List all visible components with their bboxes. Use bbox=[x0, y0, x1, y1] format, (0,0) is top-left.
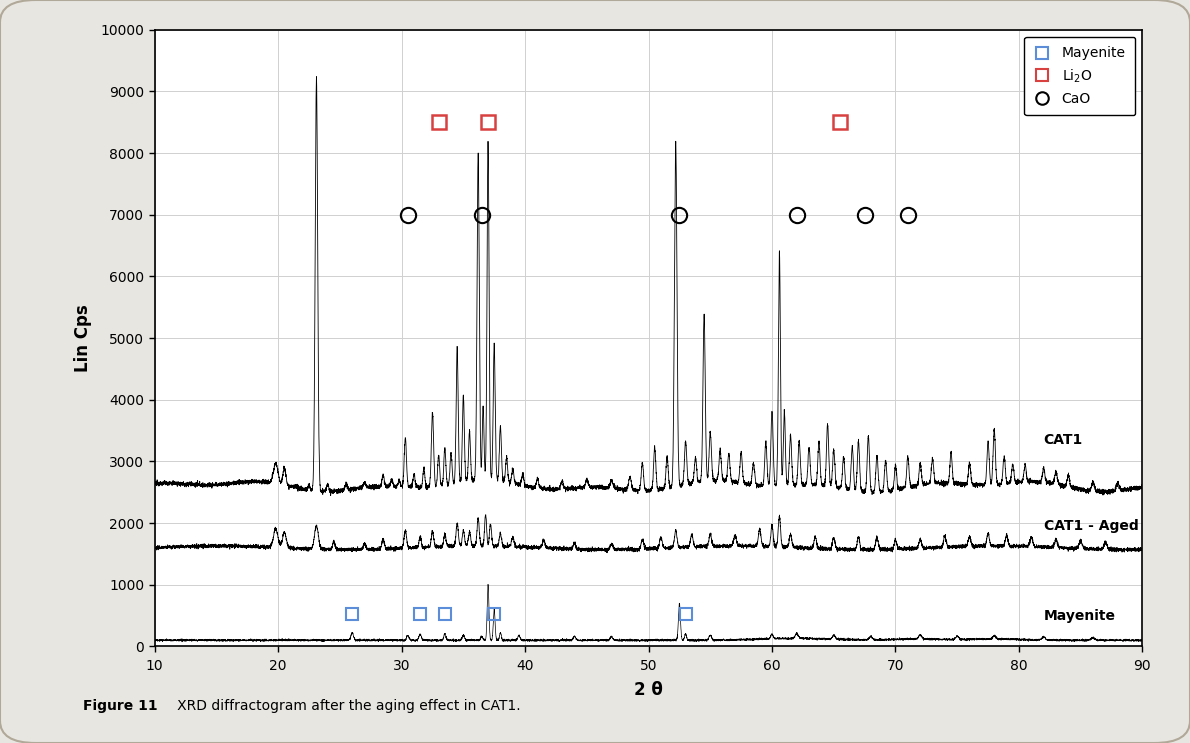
Text: CAT1 - Aged: CAT1 - Aged bbox=[1044, 519, 1139, 533]
Legend: Mayenite, Li$_2$O, CaO: Mayenite, Li$_2$O, CaO bbox=[1025, 36, 1135, 115]
Y-axis label: Lin Cps: Lin Cps bbox=[74, 304, 92, 372]
Text: CAT1: CAT1 bbox=[1044, 433, 1083, 447]
Text: XRD diffractogram after the aging effect in CAT1.: XRD diffractogram after the aging effect… bbox=[164, 699, 521, 713]
Text: Mayenite: Mayenite bbox=[1044, 609, 1116, 623]
Text: Figure 11: Figure 11 bbox=[83, 699, 158, 713]
X-axis label: 2 θ: 2 θ bbox=[634, 681, 663, 699]
